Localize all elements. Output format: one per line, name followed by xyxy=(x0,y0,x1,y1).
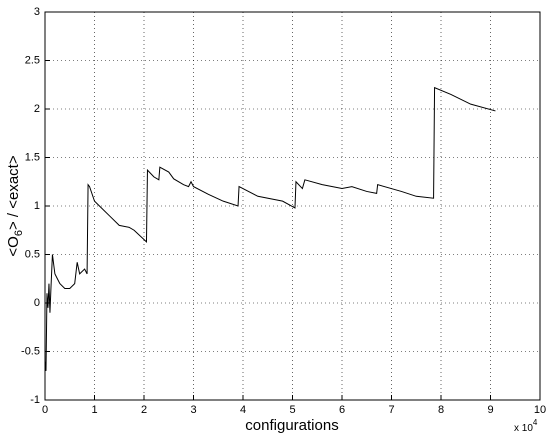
x-tick-label: 0 xyxy=(42,404,48,416)
y-tick-label: -0.5 xyxy=(21,345,40,357)
x-tick-label: 7 xyxy=(388,404,394,416)
x-scale-base: x 10 xyxy=(514,423,533,434)
x-tick-label: 1 xyxy=(91,404,97,416)
x-tick-label: 4 xyxy=(240,404,246,416)
x-axis-label: configurations xyxy=(245,417,338,434)
y-tick-label: 0 xyxy=(34,297,40,309)
y-tick-label: 1.5 xyxy=(25,151,40,163)
y-axis-label: <O6> / <exact> xyxy=(5,155,25,256)
x-tick-label: 9 xyxy=(487,404,493,416)
x-scale-label: x 104 xyxy=(514,418,538,434)
y-tick-label: 0.5 xyxy=(25,248,40,260)
y-tick-label: 1 xyxy=(34,200,40,212)
y-tick-label: -1 xyxy=(30,394,40,406)
x-tick-label: 3 xyxy=(190,404,196,416)
y-label-before: <O xyxy=(5,236,22,256)
x-tick-label: 8 xyxy=(438,404,444,416)
x-tick-label: 6 xyxy=(339,404,345,416)
y-tick-label: 2.5 xyxy=(25,54,40,66)
y-label-subscript: 6 xyxy=(13,230,25,236)
x-scale-exponent: 4 xyxy=(533,418,538,427)
x-tick-label: 10 xyxy=(534,404,546,416)
y-tick-label: 2 xyxy=(34,103,40,115)
y-label-after: > / <exact> xyxy=(5,155,22,230)
plot-frame xyxy=(44,11,541,401)
x-tick-label: 2 xyxy=(141,404,147,416)
y-tick-label: 3 xyxy=(34,6,40,18)
data-line xyxy=(44,86,496,371)
x-tick-label: 5 xyxy=(289,404,295,416)
